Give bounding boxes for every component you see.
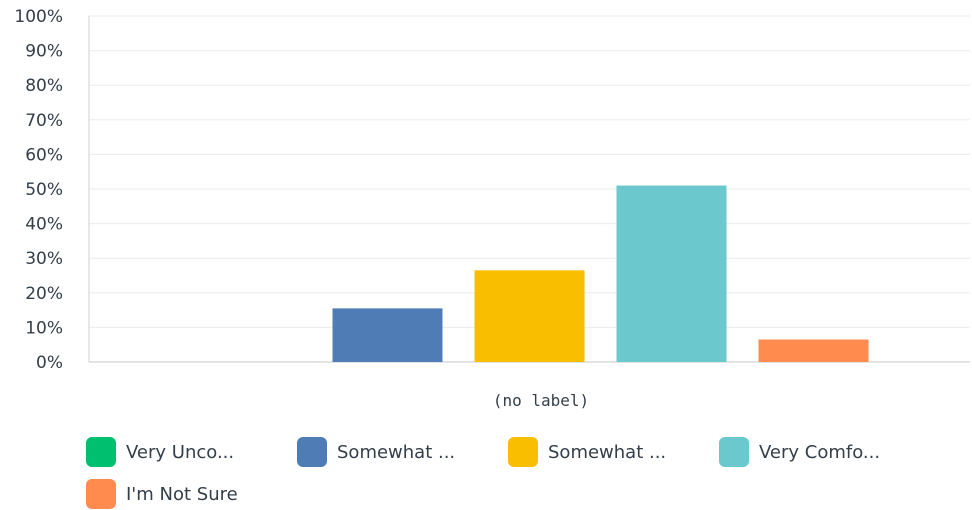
y-tick-label: 20% bbox=[25, 284, 63, 304]
y-tick-label: 60% bbox=[25, 145, 63, 165]
legend-item[interactable]: I'm Not Sure bbox=[86, 478, 238, 510]
y-tick-label: 30% bbox=[25, 249, 63, 269]
y-tick-label: 40% bbox=[25, 215, 63, 235]
legend-label: Somewhat ... bbox=[548, 441, 667, 463]
bar[interactable] bbox=[332, 308, 443, 362]
y-tick-label: 0% bbox=[36, 353, 63, 373]
bar[interactable] bbox=[616, 185, 727, 362]
x-group-label: (no label) bbox=[493, 391, 589, 410]
legend-item[interactable]: Somewhat ... bbox=[508, 436, 666, 468]
bars bbox=[332, 185, 869, 362]
legend-label: Very Comfo... bbox=[759, 441, 881, 463]
legend-swatch bbox=[86, 479, 116, 509]
y-tick-label: 80% bbox=[25, 76, 63, 96]
legend-label: Very Unco... bbox=[126, 441, 235, 463]
legend-swatch bbox=[86, 437, 116, 467]
legend-label: I'm Not Sure bbox=[126, 483, 238, 505]
y-tick-label: 10% bbox=[25, 318, 63, 338]
bar[interactable] bbox=[758, 339, 869, 362]
bar-chart: 0% 10% 20% 30% 40% 50% 60% 70% 80% 90% 100% (no la… bbox=[14, 7, 970, 410]
legend-label: Somewhat ... bbox=[337, 441, 456, 463]
bar[interactable] bbox=[474, 270, 585, 362]
legend-swatch bbox=[719, 437, 749, 467]
y-tick-label: 50% bbox=[25, 180, 63, 200]
y-tick-label: 90% bbox=[25, 42, 63, 62]
y-axis-tick-labels: 0% 10% 20% 30% 40% 50% 60% 70% 80% 90% 100% bbox=[14, 7, 63, 373]
gridlines bbox=[89, 15, 970, 328]
legend-swatch bbox=[297, 437, 327, 467]
y-tick-label: 100% bbox=[14, 7, 63, 27]
legend-item[interactable]: Very Comfo... bbox=[719, 436, 880, 468]
y-tick-label: 70% bbox=[25, 111, 63, 131]
legend-item[interactable]: Somewhat ... bbox=[297, 436, 455, 468]
legend-item[interactable]: Very Unco... bbox=[86, 436, 234, 468]
legend-swatch bbox=[508, 437, 538, 467]
